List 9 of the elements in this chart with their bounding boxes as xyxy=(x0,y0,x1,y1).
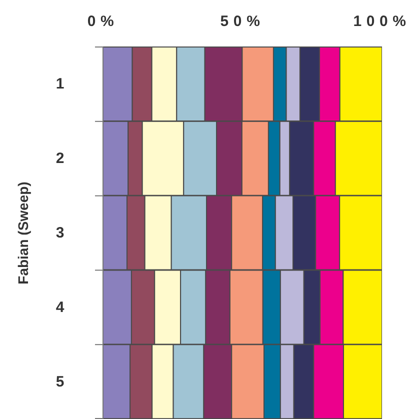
y-tick-label: 5 xyxy=(56,373,64,390)
y-axis-title: Fabian (Sweep) xyxy=(15,182,31,284)
x-tick-label: 100% xyxy=(353,13,411,30)
x-tick-label: 0% xyxy=(87,13,119,30)
y-tick-label: 2 xyxy=(56,150,64,168)
y-tick-label: 4 xyxy=(56,298,65,316)
y-tick-label: 3 xyxy=(56,224,64,242)
y-tick-label: 1 xyxy=(56,76,64,93)
x-tick-label: 50% xyxy=(220,13,265,30)
